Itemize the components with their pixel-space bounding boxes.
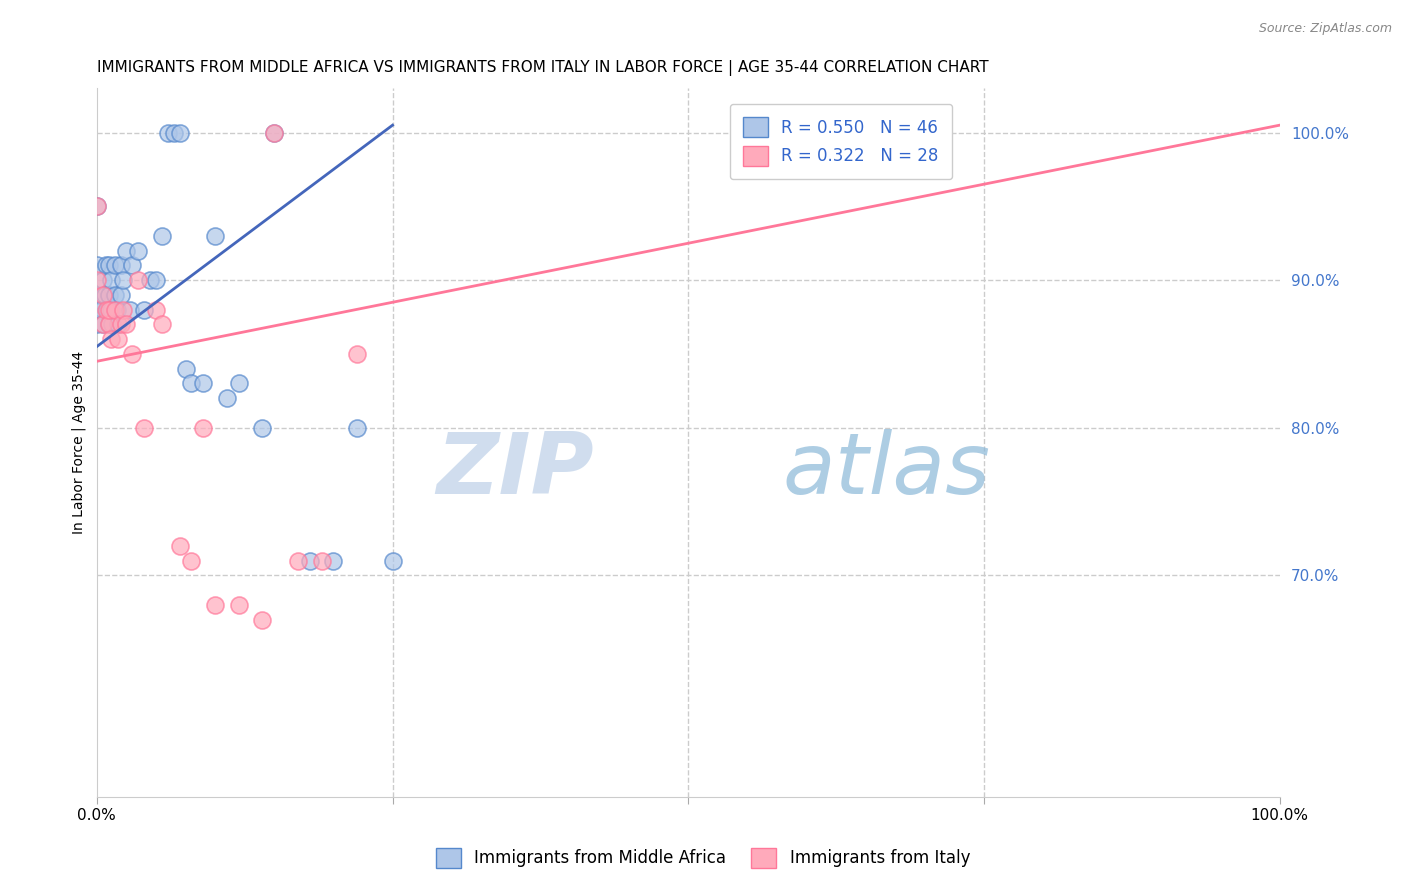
Point [134,420,156,434]
Point [86,273,108,287]
Point [228,598,250,612]
Point [263,126,285,140]
Point [322,553,344,567]
Y-axis label: In Labor Force | Age 35-44: In Labor Force | Age 35-44 [72,351,86,534]
Legend: R = 0.550   N = 46, R = 0.322   N = 28: R = 0.550 N = 46, R = 0.322 N = 28 [730,103,952,179]
Point [215,391,238,405]
Point [127,244,149,258]
Point [204,228,226,243]
Point [121,347,143,361]
Point [110,258,132,272]
Point [97,288,120,302]
Point [115,318,138,332]
Point [115,244,138,258]
Point [193,376,215,391]
Point [252,420,274,434]
Point [346,347,368,361]
Point [180,376,202,391]
Point [89,302,111,317]
Point [298,553,321,567]
Point [121,258,143,272]
Point [193,420,215,434]
Point [263,126,285,140]
Point [101,318,124,332]
Point [150,318,173,332]
Point [96,302,118,317]
Point [100,273,122,287]
Point [86,258,108,272]
Point [91,318,114,332]
Point [107,318,129,332]
Point [104,302,127,317]
Text: IMMIGRANTS FROM MIDDLE AFRICA VS IMMIGRANTS FROM ITALY IN LABOR FORCE | AGE 35-4: IMMIGRANTS FROM MIDDLE AFRICA VS IMMIGRA… [97,60,988,76]
Point [96,302,118,317]
Point [97,318,120,332]
Point [346,420,368,434]
Point [118,302,141,317]
Point [174,361,197,376]
Point [150,228,173,243]
Point [91,273,114,287]
Point [91,288,114,302]
Point [96,258,118,272]
Point [169,126,191,140]
Point [127,273,149,287]
Point [105,302,128,317]
Point [110,318,132,332]
Point [252,613,274,627]
Point [111,302,134,317]
Point [91,318,114,332]
Text: atlas: atlas [783,429,991,512]
Point [104,288,127,302]
Point [163,126,186,140]
Point [180,553,202,567]
Text: ZIP: ZIP [436,429,593,512]
Point [287,553,309,567]
Point [94,288,117,302]
Point [156,126,179,140]
Point [97,302,120,317]
Point [97,258,120,272]
Point [381,553,404,567]
Point [311,553,333,567]
Point [145,302,167,317]
Point [134,302,156,317]
Point [139,273,162,287]
Point [100,302,122,317]
Legend: Immigrants from Middle Africa, Immigrants from Italy: Immigrants from Middle Africa, Immigrant… [429,841,977,875]
Point [86,318,108,332]
Point [111,273,134,287]
Point [107,332,129,346]
Point [86,288,108,302]
Point [100,332,122,346]
Point [104,258,127,272]
Text: Source: ZipAtlas.com: Source: ZipAtlas.com [1258,22,1392,36]
Point [97,318,120,332]
Point [228,376,250,391]
Point [204,598,226,612]
Point [145,273,167,287]
Point [86,199,108,213]
Point [110,288,132,302]
Point [169,539,191,553]
Point [86,199,108,213]
